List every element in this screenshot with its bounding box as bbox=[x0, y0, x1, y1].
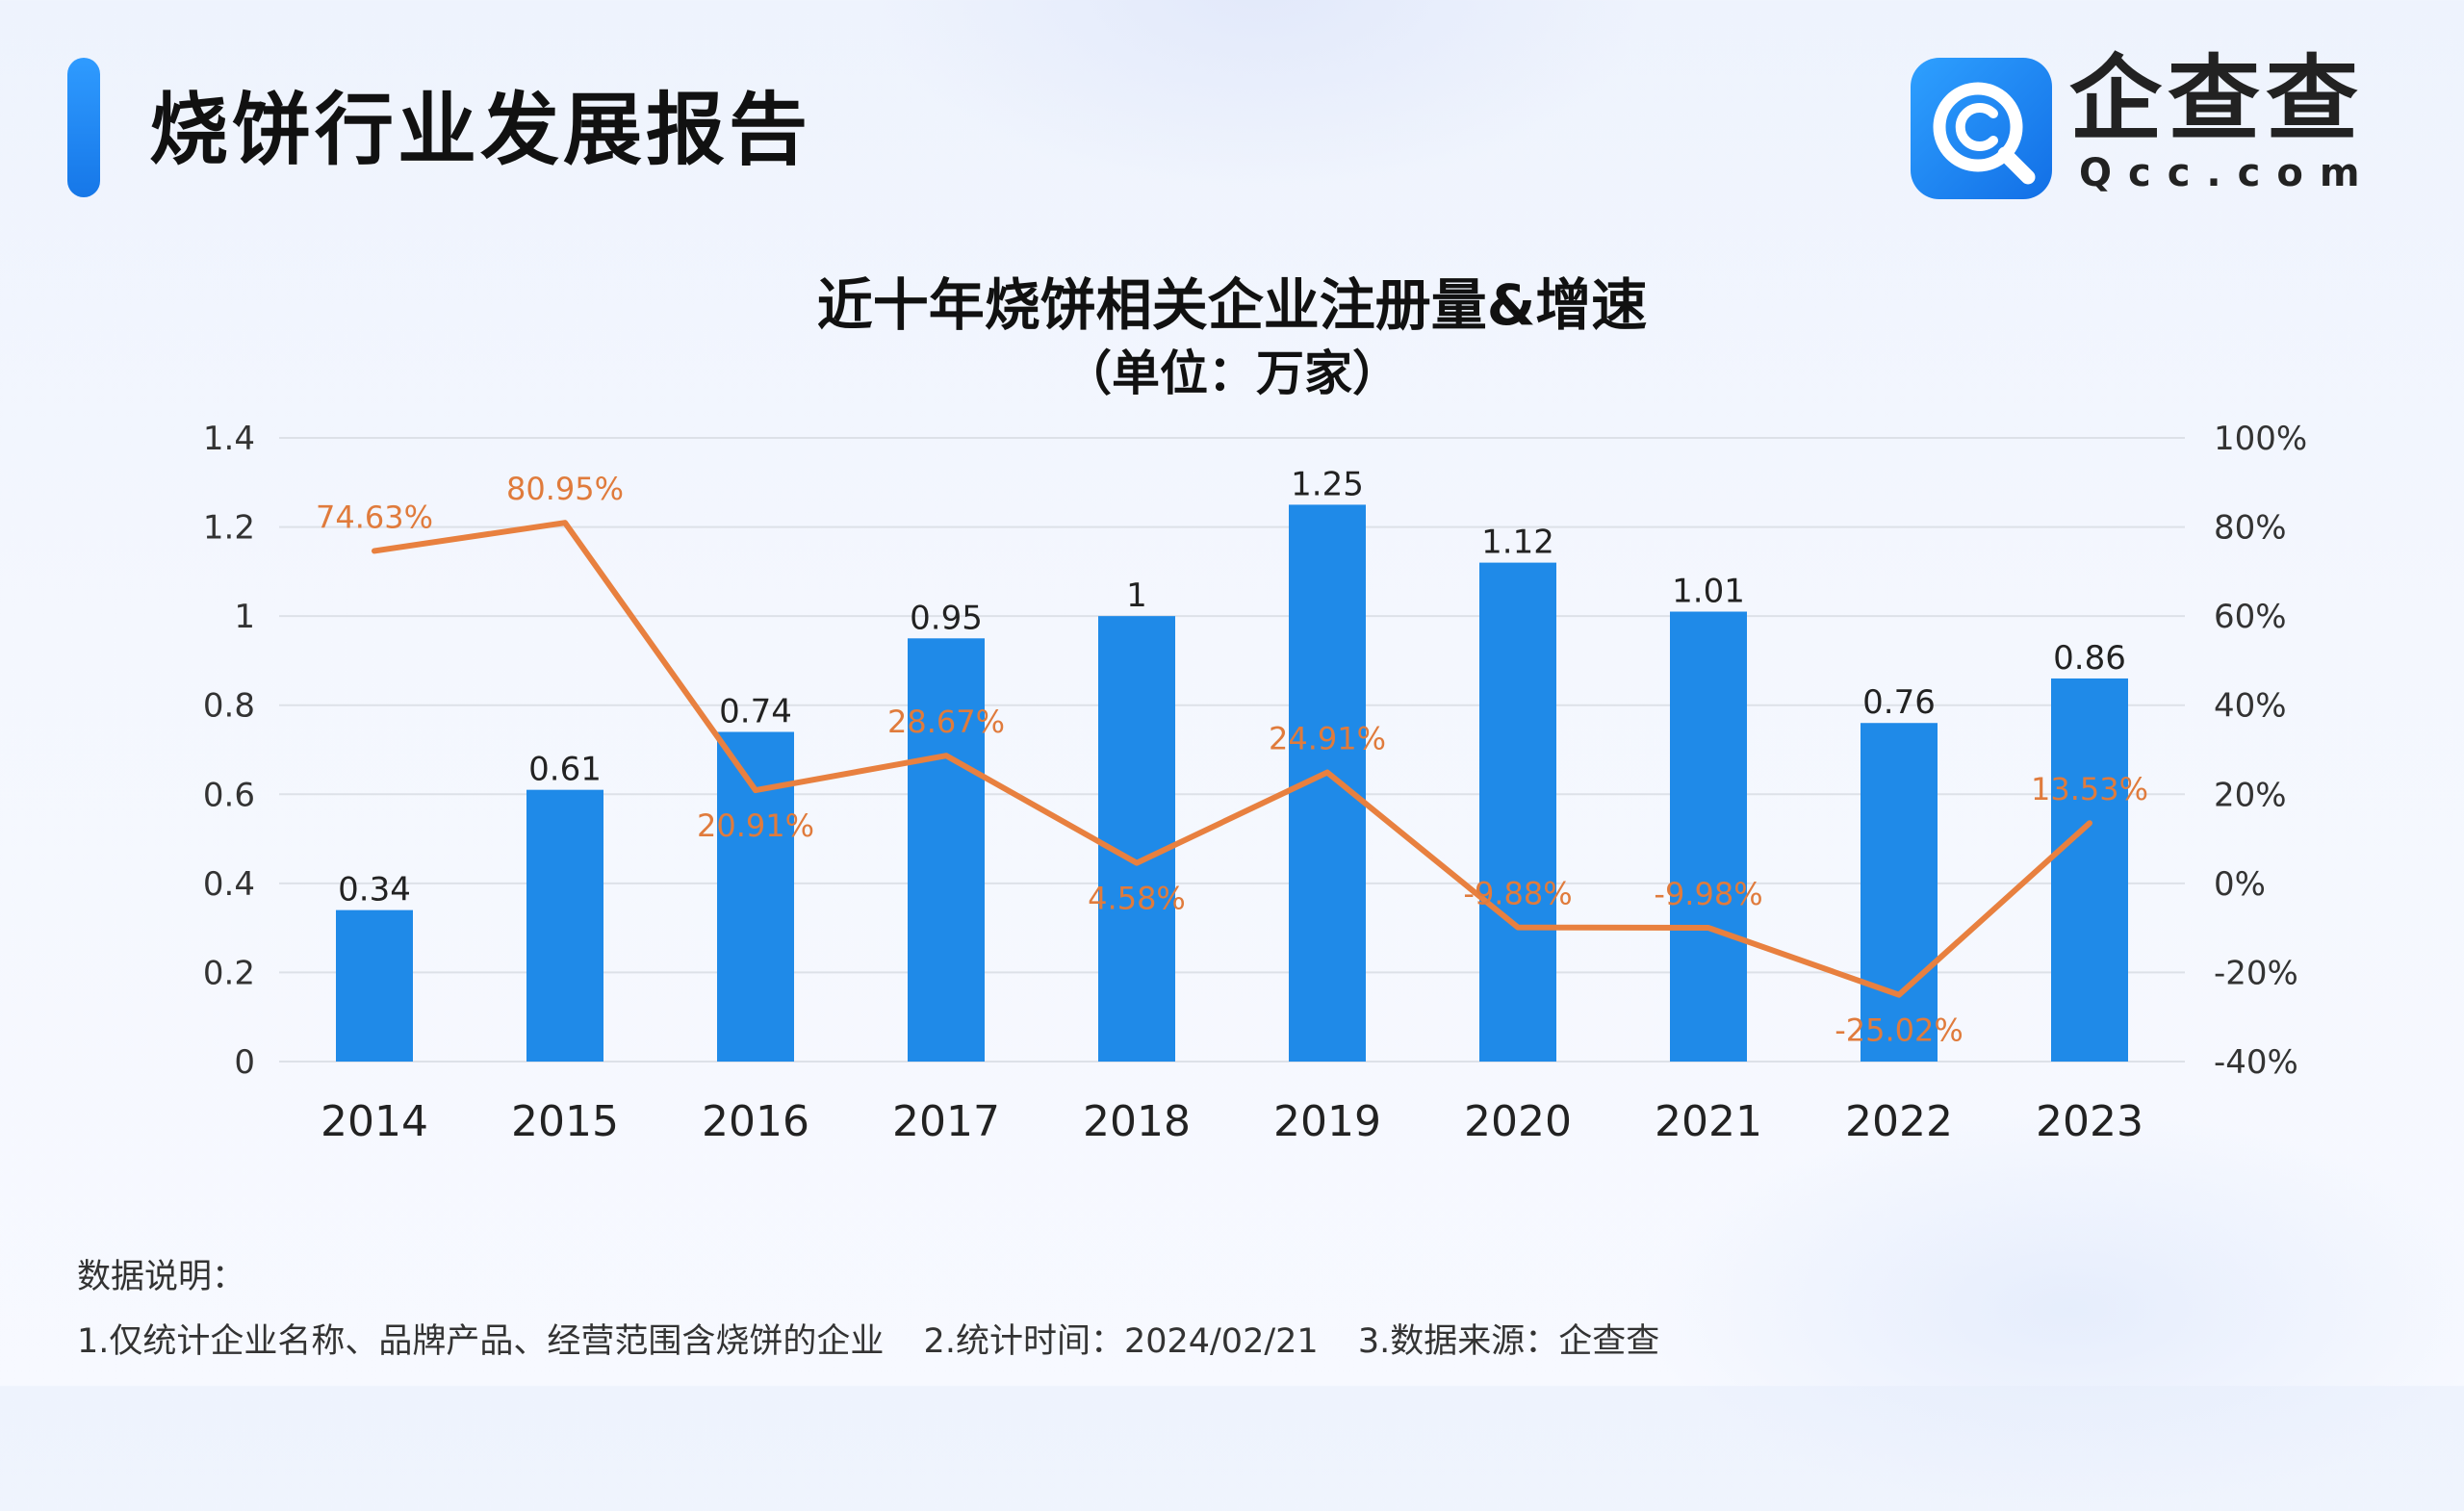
chart-title: 近十年烧饼相关企业注册量&增速 bbox=[816, 272, 1648, 338]
x-tick-label: 2014 bbox=[321, 1097, 428, 1146]
y-left-tick-label: 0.8 bbox=[203, 687, 255, 726]
x-tick-label: 2016 bbox=[702, 1097, 809, 1146]
notes-body: 1.仅统计企业名称、品牌产品、经营范围含烧饼的企业 2.统计时间：2024/02… bbox=[77, 1314, 1688, 1363]
y-right-tick-label: 60% bbox=[2214, 598, 2287, 636]
y-left-tick-label: 0.2 bbox=[203, 954, 255, 992]
bar-value-label: 0.95 bbox=[910, 599, 983, 637]
bar bbox=[1861, 723, 1938, 1062]
rate-value-label: 28.67% bbox=[887, 704, 1005, 740]
bar bbox=[717, 731, 794, 1062]
rate-value-label: -9.88% bbox=[1463, 876, 1572, 912]
y-right-tick-label: 100% bbox=[2214, 420, 2307, 458]
x-tick-label: 2023 bbox=[2036, 1097, 2143, 1146]
y-right-tick-label: 20% bbox=[2214, 776, 2287, 814]
logo-domain: Qcc.com bbox=[2079, 151, 2376, 195]
rate-value-label: 13.53% bbox=[2031, 771, 2148, 807]
qcc-magnifier-logo-icon bbox=[1911, 58, 2052, 199]
bar-value-label: 0.61 bbox=[528, 751, 602, 789]
bar bbox=[336, 909, 413, 1062]
bar bbox=[2051, 678, 2128, 1062]
y-right-tick-label: -20% bbox=[2214, 954, 2298, 992]
bar-value-label: 0.34 bbox=[338, 871, 411, 909]
y-left-tick-label: 0 bbox=[234, 1043, 255, 1082]
bar-value-label: 1.25 bbox=[1291, 465, 1364, 503]
x-tick-label: 2017 bbox=[892, 1097, 1000, 1146]
y-left-tick-label: 0.4 bbox=[203, 865, 255, 904]
x-tick-label: 2015 bbox=[511, 1097, 619, 1146]
y-left-tick-label: 0.6 bbox=[203, 776, 255, 814]
bar-value-label: 0.74 bbox=[719, 692, 792, 730]
bar bbox=[1670, 611, 1747, 1062]
y-left-tick-label: 1.4 bbox=[203, 420, 255, 458]
rate-value-label: 24.91% bbox=[1269, 721, 1386, 757]
y-left-tick-label: 1.2 bbox=[203, 509, 255, 548]
rate-value-label: 4.58% bbox=[1088, 881, 1186, 917]
chart-subtitle: （单位：万家） bbox=[1064, 346, 1400, 401]
x-tick-label: 2022 bbox=[1845, 1097, 1953, 1146]
bar-value-label: 1.12 bbox=[1481, 524, 1554, 562]
rate-value-label: 74.63% bbox=[316, 499, 433, 535]
growth-rate-line bbox=[372, 520, 2092, 998]
notes-title: 数据说明： bbox=[77, 1258, 246, 1296]
rate-value-label: -9.98% bbox=[1654, 876, 1762, 912]
y-left-tick-label: 1 bbox=[234, 598, 255, 636]
bar-value-label: 1.01 bbox=[1672, 573, 1745, 611]
bar-value-label: 0.76 bbox=[1862, 683, 1936, 722]
report-title: 烧饼行业发展报告 bbox=[149, 85, 812, 176]
x-tick-label: 2019 bbox=[1273, 1097, 1381, 1146]
bar-value-label: 1 bbox=[1126, 576, 1147, 615]
rate-value-label: -25.02% bbox=[1835, 1012, 1964, 1049]
x-tick-label: 2021 bbox=[1655, 1097, 1762, 1146]
logo-name: 企查查 bbox=[2069, 45, 2364, 153]
bar bbox=[526, 789, 603, 1062]
x-tick-label: 2018 bbox=[1083, 1097, 1191, 1146]
bar bbox=[1479, 562, 1556, 1062]
y-right-tick-label: 40% bbox=[2214, 687, 2287, 726]
y-right-tick-label: 0% bbox=[2214, 865, 2266, 904]
combo-chart: 0 0.2 0.4 0.6 0.8 1 1.2 1.4 -40% -20% 0% 20% 40% 60% 8… bbox=[203, 420, 2307, 1146]
bar-value-label: 0.86 bbox=[2053, 639, 2126, 678]
note-item: 1.仅统计企业名称、品牌产品、经营范围含烧饼的企业 bbox=[77, 1322, 885, 1361]
y-right-tick-label: -40% bbox=[2214, 1043, 2298, 1082]
y-right-tick-label: 80% bbox=[2214, 509, 2287, 548]
note-item: 2.统计时间：2024/02/21 bbox=[923, 1322, 1319, 1361]
bar bbox=[1098, 616, 1175, 1062]
bar bbox=[908, 638, 985, 1062]
rate-value-label: 80.95% bbox=[506, 471, 624, 507]
title-accent-bar bbox=[67, 58, 100, 197]
rate-value-label: 20.91% bbox=[697, 807, 814, 844]
note-item: 3.数据来源：企查查 bbox=[1357, 1322, 1660, 1361]
x-tick-label: 2020 bbox=[1464, 1097, 1572, 1146]
